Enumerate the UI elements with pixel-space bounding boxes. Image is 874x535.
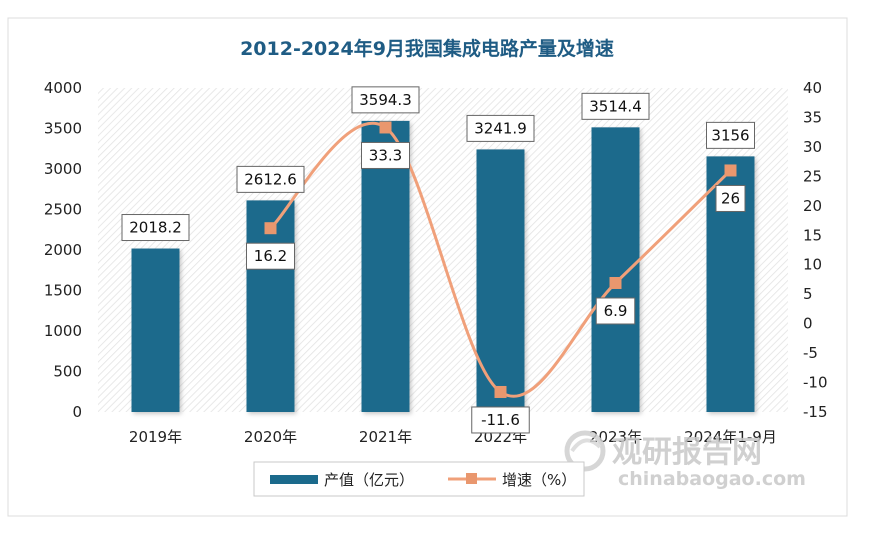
legend-bar-label: 产值（亿元） xyxy=(324,471,414,489)
growth-value-label-box xyxy=(471,406,530,434)
right-tick-label: 40 xyxy=(803,79,822,97)
x-tick-label: 2020年 xyxy=(244,428,297,446)
bar-value-label-box xyxy=(706,121,755,149)
growth-value-label: 33.3 xyxy=(369,146,402,164)
legend-bar-swatch xyxy=(270,475,318,484)
line-marker xyxy=(494,385,507,398)
right-tick-label: 30 xyxy=(803,138,822,156)
right-tick-label: 15 xyxy=(803,226,822,244)
bar-value-label-box xyxy=(236,165,305,193)
growth-value-label: 16.2 xyxy=(254,247,287,265)
right-tick-label: 35 xyxy=(803,108,822,126)
plot-area xyxy=(98,88,788,412)
growth-value-label: 6.9 xyxy=(604,302,628,320)
bar xyxy=(246,200,295,412)
right-tick-label: 10 xyxy=(803,256,822,274)
legend: 产值（亿元） 增速（%） xyxy=(253,461,585,497)
bar-value-label-box xyxy=(581,92,650,120)
x-axis: 2019年 2020年 2021年 2022年 2023年 2024年1-9月 xyxy=(129,428,777,446)
watermark-logo-icon xyxy=(564,430,606,472)
bar-value-label: 3156 xyxy=(711,126,749,144)
growth-value-label-box xyxy=(595,297,636,325)
right-tick-label: 25 xyxy=(803,167,822,185)
right-axis: -15 -10 -5 0 5 10 15 20 25 30 35 40 xyxy=(803,79,828,421)
bar-series xyxy=(131,120,755,413)
left-tick-label: 3500 xyxy=(44,120,82,138)
right-tick-label: -5 xyxy=(803,344,818,362)
right-tick-label: 0 xyxy=(803,315,813,333)
data-labels: 2018.2 2612.6 3594.3 3241.9 3514.4 3156 16.2 33… xyxy=(121,86,755,434)
watermark: 观研报告网 chinabaogao.com xyxy=(564,430,806,490)
x-tick-label: 2021年 xyxy=(359,428,412,446)
right-tick-label: -15 xyxy=(803,403,828,421)
bar-value-label: 3514.4 xyxy=(589,97,642,115)
x-tick-label: 2019年 xyxy=(129,428,182,446)
x-tick-label: 2024年1-9月 xyxy=(684,428,777,446)
bar xyxy=(131,248,180,412)
line-marker xyxy=(264,222,277,235)
right-tick-label: -10 xyxy=(803,374,828,392)
legend-line-label: 增速（%） xyxy=(502,471,576,489)
bar-value-label-box xyxy=(351,86,420,114)
line-marker xyxy=(379,121,392,134)
left-tick-label: 2000 xyxy=(44,241,82,259)
bar-value-label-box xyxy=(466,114,535,142)
bar xyxy=(361,120,410,413)
left-tick-label: 4000 xyxy=(44,79,82,97)
chart-title: 2012-2024年9月我国集成电路产量及增速 xyxy=(240,37,614,60)
line-series xyxy=(264,121,737,398)
left-tick-label: 3000 xyxy=(44,160,82,178)
left-tick-label: 0 xyxy=(72,403,82,421)
left-axis: 0 500 1000 1500 2000 2500 3000 3500 4000 xyxy=(44,79,82,421)
bar-value-label: 2018.2 xyxy=(129,219,182,237)
bar-value-label: 3241.9 xyxy=(474,119,527,137)
line-marker xyxy=(609,276,622,289)
growth-value-label-box xyxy=(361,141,410,169)
left-tick-label: 2500 xyxy=(44,201,82,219)
right-tick-label: 20 xyxy=(803,197,822,215)
bar xyxy=(591,127,640,412)
watermark-site: chinabaogao.com xyxy=(618,468,806,490)
bar-value-label: 2612.6 xyxy=(244,170,297,188)
left-tick-label: 1500 xyxy=(44,282,82,300)
line-marker xyxy=(724,164,737,177)
growth-value-label-box xyxy=(715,184,746,212)
left-tick-label: 500 xyxy=(53,363,82,381)
left-tick-label: 1000 xyxy=(44,322,82,340)
growth-value-label: 26 xyxy=(721,189,740,207)
growth-value-label: -11.6 xyxy=(481,411,520,429)
watermark-brand: 观研报告网 xyxy=(612,435,762,470)
growth-line xyxy=(269,121,732,398)
bar-value-label: 3594.3 xyxy=(359,91,412,109)
legend-line-marker xyxy=(466,473,477,484)
right-tick-label: 5 xyxy=(803,285,813,303)
growth-value-label-box xyxy=(246,242,295,270)
bar-value-label-box xyxy=(121,214,190,242)
